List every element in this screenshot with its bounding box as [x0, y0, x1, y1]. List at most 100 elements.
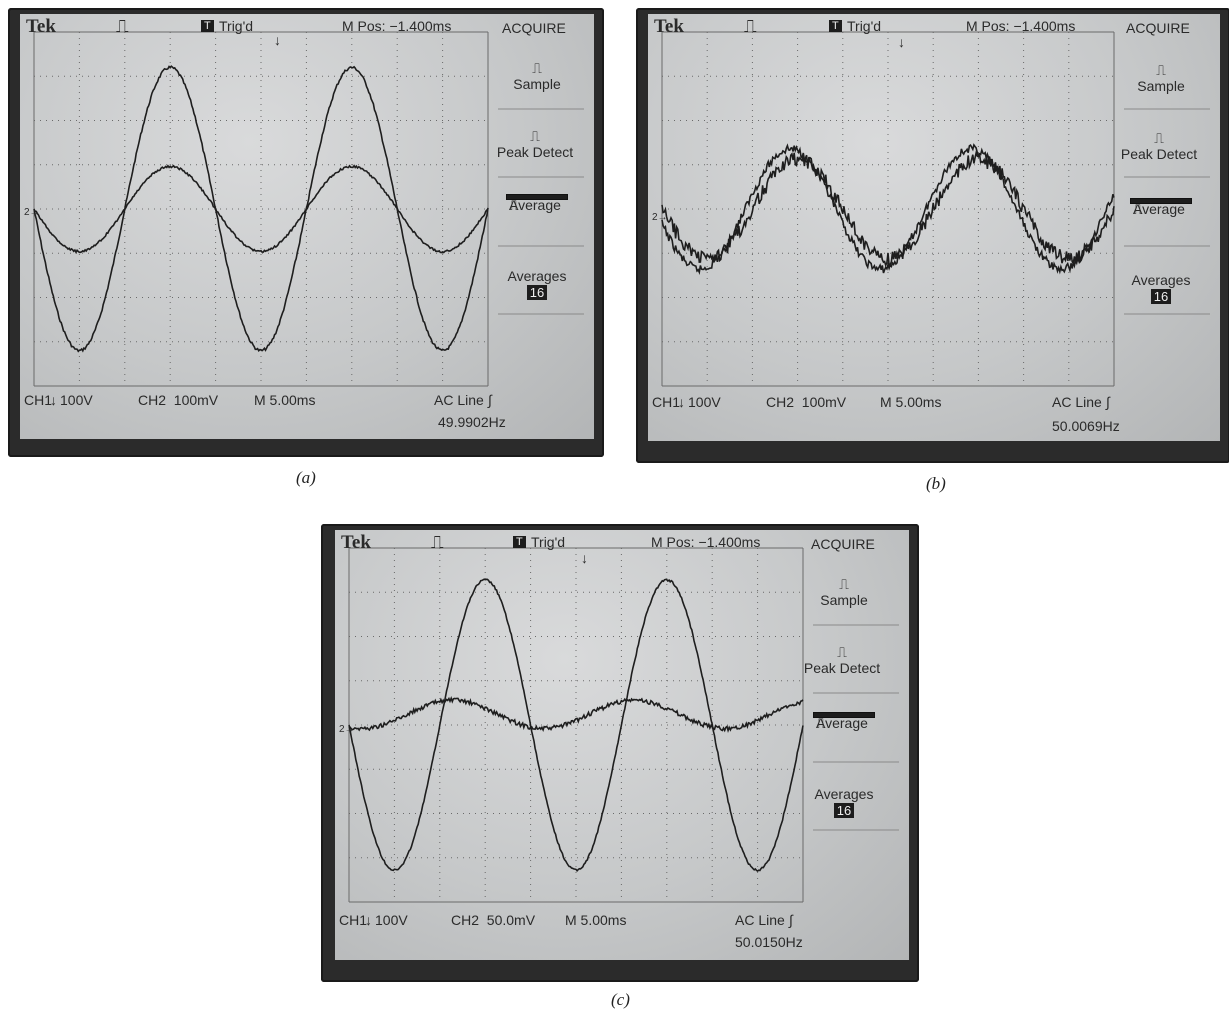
caption-c: (c)	[611, 990, 630, 1009]
sample-button[interactable]: ⎍ Sample	[805, 576, 883, 608]
acquire-state-icon: ⎍	[744, 16, 757, 36]
timebase: M 5.00ms	[880, 394, 942, 410]
frequency-readout: 49.9902Hz	[438, 414, 506, 430]
acquire-state-icon: ⎍	[431, 532, 444, 552]
ch2-scale: CH2 100mV	[138, 392, 219, 408]
trigger-status: Trig'd	[847, 18, 882, 34]
peak-detect-icon: ⎍	[1154, 130, 1164, 146]
trigger-slope-icon: ∫	[1106, 394, 1110, 410]
trigger-source: AC Line	[735, 912, 785, 928]
ch2-trace	[348, 696, 804, 733]
sample-icon: ⎍	[1156, 62, 1166, 78]
scope-screen: Tek ⎍ T Trig'd M Pos: −1.400ms ACQUIRE ↓…	[20, 14, 594, 439]
average-label: Average	[1133, 201, 1185, 217]
frequency-readout: 50.0069Hz	[1052, 418, 1120, 434]
waveform-display	[33, 31, 584, 387]
ch2-marker: 2→	[339, 724, 355, 735]
trigger-badge: T	[829, 20, 842, 32]
averages-button[interactable]: Averages 16	[1122, 272, 1200, 305]
ch2-trace	[661, 150, 1115, 268]
peak-detect-button[interactable]: ⎍ Peak Detect	[1114, 130, 1204, 162]
ch2-trace	[33, 164, 489, 254]
average-icon: ⎍	[1133, 201, 1143, 217]
brand-logo: Tek	[26, 16, 56, 37]
peak-detect-button[interactable]: ⎍ Peak Detect	[797, 644, 887, 676]
ch1-label: CH1	[24, 392, 53, 408]
peak-detect-icon: ⎍	[837, 644, 847, 660]
averages-value: 16	[833, 803, 855, 818]
average-button[interactable]: ⎍ Average	[1130, 198, 1192, 217]
trigger-status: Trig'd	[219, 18, 254, 34]
peak-detect-icon: ⎍	[530, 128, 540, 144]
trigger-status: Trig'd	[531, 534, 566, 550]
trigger-source: AC Line	[1052, 394, 1102, 410]
sample-label: Sample	[820, 592, 868, 608]
oscilloscope-panel-b: Tek ⎍ T Trig'd M Pos: −1.400ms ACQUIRE ↓…	[636, 8, 1229, 463]
menu-title: ACQUIRE	[502, 20, 566, 36]
scope-screen: Tek ⎍ T Trig'd M Pos: −1.400ms ACQUIRE ↓…	[335, 530, 909, 960]
horizontal-position: M Pos: −1.400ms	[342, 18, 452, 34]
waveform-display	[661, 31, 1210, 387]
ch1-trace	[348, 578, 804, 873]
trigger-position-arrow-icon: ↓	[898, 34, 905, 50]
averages-label: Averages	[1131, 272, 1191, 288]
ch1-label: CH1	[652, 394, 681, 410]
averages-value: 16	[526, 285, 548, 300]
ch1-ground-icon: ↓	[365, 912, 372, 928]
trigger-position-arrow-icon: ↓	[274, 32, 281, 48]
ch1-trace	[33, 65, 489, 353]
average-selected: ⎍ Average	[1130, 198, 1192, 217]
timebase: M 5.00ms	[565, 912, 627, 928]
average-label: Average	[816, 715, 868, 731]
trigger-source: AC Line	[434, 392, 484, 408]
trigger-slope-icon: ∫	[488, 392, 492, 408]
average-selected: ⎍ Average	[813, 712, 875, 731]
oscilloscope-panel-a: Tek ⎍ T Trig'd M Pos: −1.400ms ACQUIRE ↓…	[8, 8, 604, 457]
averages-button[interactable]: Averages 16	[498, 268, 576, 301]
menu-title: ACQUIRE	[811, 536, 875, 552]
average-button[interactable]: ⎍ Average	[813, 712, 875, 731]
average-icon: ⎍	[509, 197, 519, 213]
sample-label: Sample	[1137, 78, 1185, 94]
peak-detect-label: Peak Detect	[496, 144, 574, 160]
horizontal-position: M Pos: −1.400ms	[966, 18, 1076, 34]
averages-label: Averages	[814, 786, 874, 802]
sample-icon: ⎍	[839, 576, 849, 592]
caption-b: (b)	[926, 474, 946, 493]
scope-screen: Tek ⎍ T Trig'd M Pos: −1.400ms ACQUIRE ↓…	[648, 14, 1220, 441]
brand-logo: Tek	[341, 532, 371, 553]
trigger-badge: T	[201, 20, 214, 32]
average-icon: ⎍	[816, 715, 826, 731]
ch2-marker: 2→	[24, 207, 40, 218]
peak-detect-label: Peak Detect	[1120, 146, 1198, 162]
average-label: Average	[509, 197, 561, 213]
ch1-scale: 100V	[688, 394, 721, 410]
trigger-badge: T	[513, 536, 526, 548]
sample-icon: ⎍	[532, 60, 542, 76]
sample-button[interactable]: ⎍ Sample	[1122, 62, 1200, 94]
timebase: M 5.00ms	[254, 392, 316, 408]
peak-detect-label: Peak Detect	[803, 660, 881, 676]
ch2-scale: CH2 50.0mV	[451, 912, 536, 928]
averages-value: 16	[1150, 289, 1172, 304]
brand-logo: Tek	[654, 16, 684, 37]
acquire-state-icon: ⎍	[116, 16, 129, 36]
peak-detect-button[interactable]: ⎍ Peak Detect	[490, 128, 580, 160]
ch1-ground-icon: ↓	[50, 392, 57, 408]
ch2-scale: CH2 100mV	[766, 394, 847, 410]
ch1-ground-icon: ↓	[678, 394, 685, 410]
caption-a: (a)	[296, 468, 316, 487]
waveform-display	[348, 547, 899, 903]
oscilloscope-panel-c: Tek ⎍ T Trig'd M Pos: −1.400ms ACQUIRE ↓…	[321, 524, 919, 982]
averages-label: Averages	[507, 268, 567, 284]
ch1-label: CH1	[339, 912, 368, 928]
frequency-readout: 50.0150Hz	[735, 934, 803, 950]
trigger-slope-icon: ∫	[789, 912, 793, 928]
average-button[interactable]: ⎍ Average	[506, 194, 568, 213]
averages-button[interactable]: Averages 16	[805, 786, 883, 819]
sample-button[interactable]: ⎍ Sample	[498, 60, 576, 92]
trigger-position-arrow-icon: ↓	[581, 550, 588, 566]
ch1-trace	[661, 143, 1115, 275]
horizontal-position: M Pos: −1.400ms	[651, 534, 761, 550]
sample-label: Sample	[513, 76, 561, 92]
